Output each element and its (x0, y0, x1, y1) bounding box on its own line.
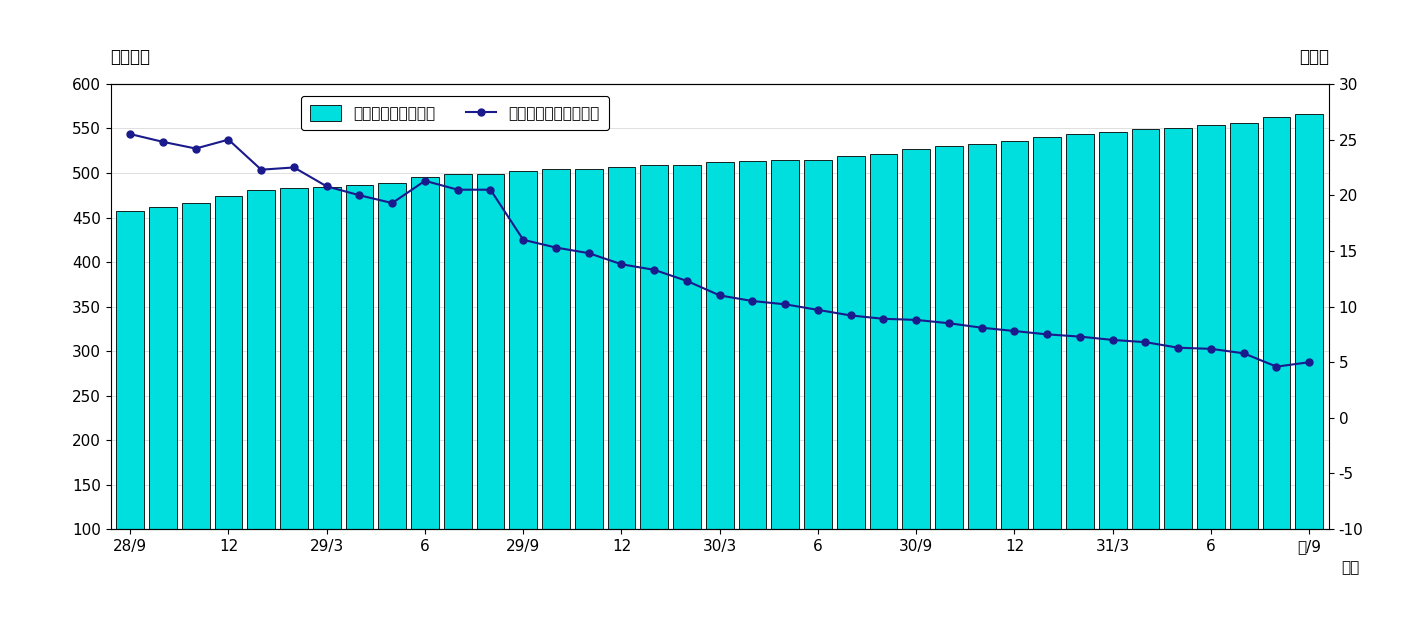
Bar (1164, 127, 1192, 529)
Bar (1033, 138, 1061, 529)
Bar (1000, 141, 1029, 529)
Text: （％）: （％） (1299, 48, 1329, 66)
Text: 月末: 月末 (1341, 560, 1360, 575)
Bar (968, 144, 996, 529)
Bar (576, 168, 603, 529)
Bar (280, 188, 308, 529)
Bar (149, 207, 176, 529)
Bar (1263, 117, 1290, 529)
Bar (837, 156, 864, 529)
Bar (411, 177, 439, 529)
Bar (313, 187, 341, 529)
Bar (608, 167, 635, 529)
Bar (117, 211, 144, 529)
Bar (1098, 132, 1127, 529)
Bar (443, 174, 472, 529)
Bar (1131, 129, 1160, 529)
Bar (247, 190, 276, 529)
Bar (476, 174, 504, 529)
Bar (739, 160, 766, 529)
Bar (706, 162, 733, 529)
Bar (1296, 114, 1323, 529)
Legend: 資産残高（左目盛）, 前　年　比（右目盛）: 資産残高（左目盛）, 前 年 比（右目盛） (301, 96, 608, 131)
Text: （兆円）: （兆円） (111, 48, 151, 66)
Bar (1229, 123, 1258, 529)
Bar (772, 160, 799, 529)
Bar (215, 196, 243, 529)
Bar (182, 203, 210, 529)
Bar (378, 183, 406, 529)
Bar (870, 155, 898, 529)
Bar (1196, 125, 1225, 529)
Bar (641, 165, 668, 529)
Bar (541, 170, 570, 529)
Bar (902, 149, 931, 529)
Bar (1066, 134, 1094, 529)
Bar (804, 160, 831, 529)
Bar (674, 165, 701, 529)
Bar (935, 146, 963, 529)
Bar (345, 185, 374, 529)
Bar (509, 171, 537, 529)
